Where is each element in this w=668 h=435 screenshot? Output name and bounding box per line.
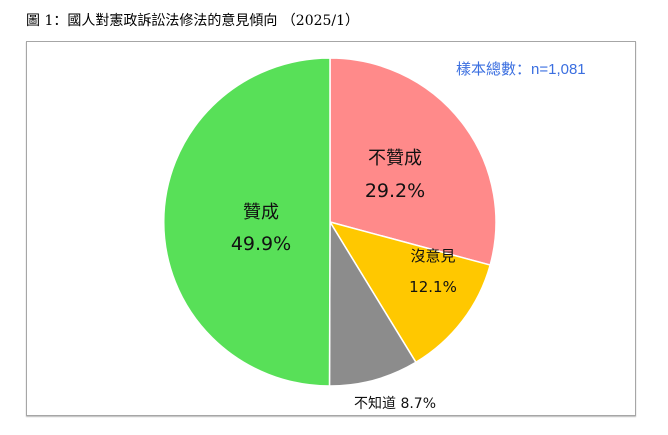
label-disagree-value: 29.2%: [364, 180, 426, 202]
slice-no-opinion: [328, 220, 492, 364]
label-no-opinion-value: 12.1%: [409, 278, 457, 296]
label-disagree-name: 不贊成: [368, 148, 422, 169]
slice-agree: [163, 57, 331, 387]
slice-unknown: [328, 219, 417, 387]
label-unknown: 不知道 8.7%: [340, 393, 450, 413]
chart-frame: [26, 41, 636, 416]
label-agree-name: 贊成: [243, 202, 279, 223]
label-agree-value: 49.9%: [230, 233, 292, 255]
slice-disagree: [329, 57, 497, 266]
label-unknown-name: 不知道: [353, 396, 396, 412]
label-no-opinion-name: 沒意見: [410, 247, 456, 265]
sample-size-note: 樣本總數：n=1,081: [456, 61, 586, 78]
figure-title: 圖 1：國人對憲政訴訟法修法的意見傾向 （2025/1）: [26, 13, 360, 29]
label-unknown-value: 8.7%: [400, 396, 437, 412]
